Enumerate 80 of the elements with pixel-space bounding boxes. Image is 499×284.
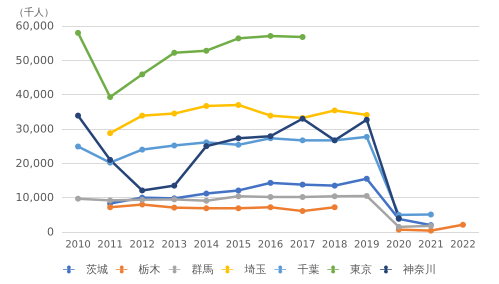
point [268, 204, 274, 210]
y-axis-title: （千人） [14, 6, 54, 18]
point [235, 193, 242, 200]
point [268, 180, 274, 186]
point [300, 182, 306, 188]
legend-label: 神奈川 [402, 263, 436, 276]
point [396, 224, 402, 230]
point [75, 196, 82, 202]
x-tick-label: 2011 [97, 240, 123, 250]
point [171, 204, 178, 211]
point [107, 197, 114, 204]
point [203, 143, 210, 150]
y-tick-label: 0 [47, 226, 54, 238]
x-tick-label: 2010 [65, 240, 91, 250]
x-tick-label: 2013 [162, 240, 187, 250]
point [460, 222, 466, 228]
point [428, 211, 434, 218]
point [332, 107, 338, 114]
point [268, 194, 274, 200]
point [203, 198, 210, 204]
x-tick-label: 2020 [386, 240, 412, 250]
y-tick-label: 40,000 [16, 88, 54, 102]
point [300, 137, 306, 144]
y-tick-label: 10,000 [16, 191, 54, 204]
x-tick-label: 2015 [226, 240, 252, 250]
x-tick-label: 2018 [322, 240, 348, 250]
point [235, 35, 242, 42]
y-tick-label: 60,000 [16, 20, 54, 32]
legend-label: 茨城 [86, 263, 108, 276]
point [235, 187, 242, 194]
point [235, 102, 242, 108]
point [235, 135, 242, 142]
point [300, 208, 306, 214]
point [364, 192, 370, 199]
point [139, 112, 146, 119]
point [171, 110, 178, 117]
legend-label: 栃木 [138, 263, 161, 276]
x-tick-label: 2022 [450, 240, 476, 250]
point [203, 190, 210, 197]
point [75, 30, 82, 36]
x-tick-label: 2012 [129, 240, 155, 250]
point [364, 116, 370, 123]
point [300, 194, 306, 200]
point [171, 182, 178, 189]
point [235, 142, 242, 148]
point [332, 182, 338, 189]
point [235, 205, 242, 212]
point [203, 103, 210, 109]
point [107, 204, 114, 210]
legend-label: 東京 [350, 263, 372, 276]
point [107, 130, 114, 136]
point [139, 71, 146, 78]
point [332, 193, 338, 200]
point [107, 94, 114, 100]
y-tick-label: 20,000 [16, 156, 54, 170]
point [332, 204, 338, 210]
x-tick-label: 2021 [418, 240, 444, 250]
point [171, 50, 178, 56]
point [203, 205, 210, 212]
legend-label: 埼玉 [243, 263, 266, 276]
point [171, 142, 178, 148]
legend-label: 群馬 [192, 263, 214, 276]
point [364, 134, 370, 140]
x-tick-label: 2019 [354, 240, 380, 250]
point [139, 187, 146, 194]
point [268, 32, 274, 39]
point [139, 146, 146, 153]
point [268, 112, 274, 119]
point [75, 112, 82, 119]
point [75, 144, 82, 150]
point [364, 176, 370, 182]
point [300, 34, 306, 40]
point [107, 156, 114, 163]
x-tick-label: 2017 [290, 240, 316, 250]
y-tick-label: 30,000 [16, 122, 54, 136]
x-tick-label: 2014 [194, 240, 220, 250]
point [203, 48, 210, 54]
y-tick-label: 50,000 [16, 54, 54, 67]
x-tick-label: 2016 [258, 240, 284, 250]
legend-label: 千葉 [297, 263, 320, 276]
